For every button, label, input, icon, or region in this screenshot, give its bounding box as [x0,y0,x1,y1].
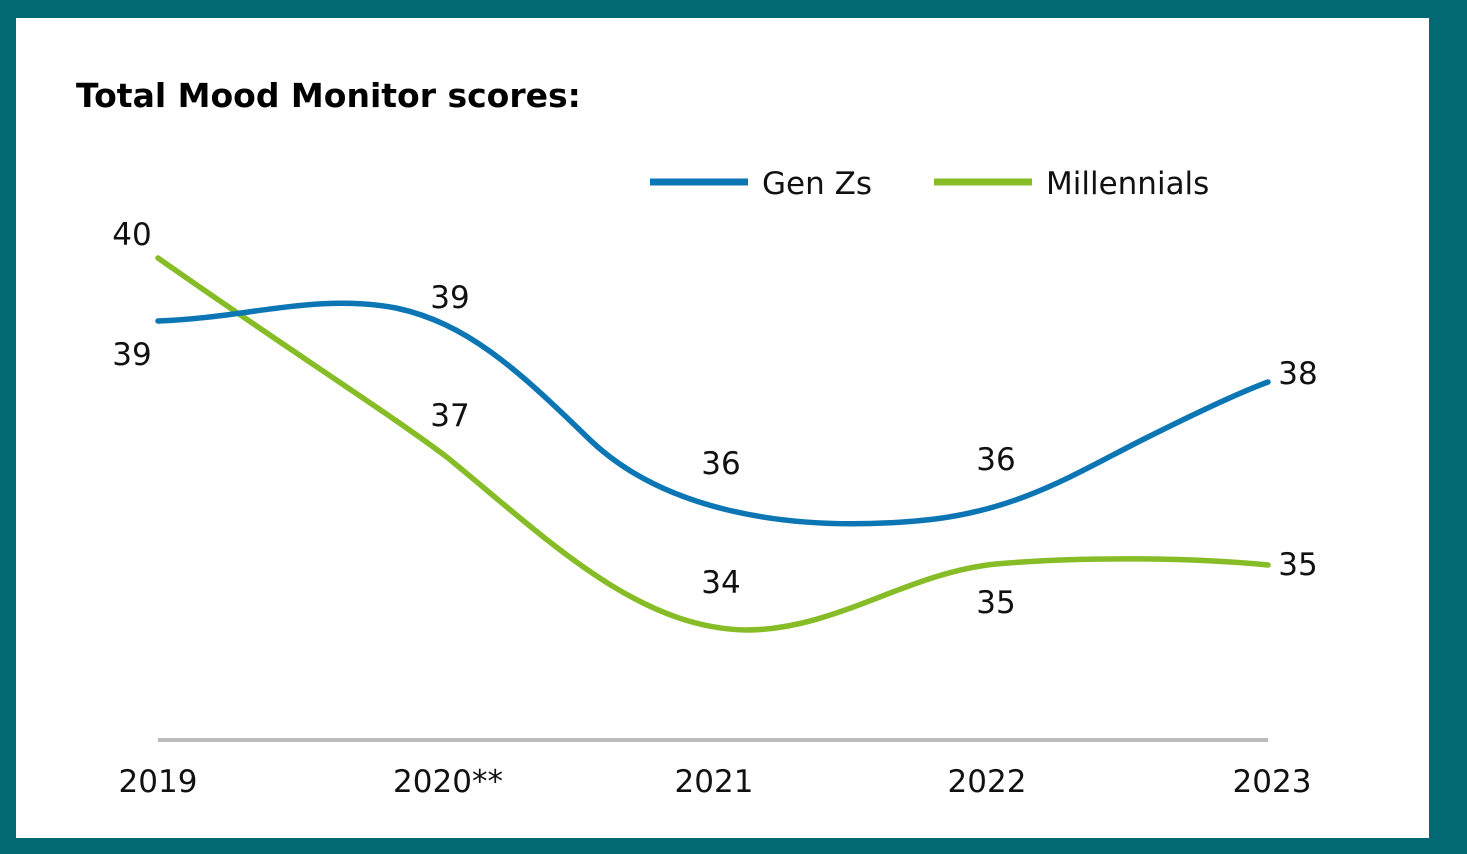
legend-label-millennials: Millennials [1046,166,1209,202]
data-label-millennials: 37 [430,398,469,434]
series-line-gen-zs [155,300,1271,527]
line-chart: Total Mood Monitor scores: Gen Zs Millen… [76,76,1318,800]
data-label-gen-zs: 36 [976,442,1015,478]
chart-title: Total Mood Monitor scores: [76,76,581,115]
legend: Gen Zs Millennials [650,166,1209,202]
data-label-gen-zs: 36 [701,446,740,482]
data-label-gen-zs: 39 [430,280,469,316]
data-label-gen-zs: 38 [1278,356,1317,392]
data-label-millennials: 35 [1278,547,1317,583]
x-tick-label: 2022 [948,764,1027,800]
data-label-millennials: 34 [701,565,740,601]
data-label-millennials: 40 [112,217,151,253]
x-tick-label: 2021 [675,764,754,800]
x-tick-label: 2023 [1233,764,1312,800]
series-line-millennials [155,255,1271,633]
data-label-gen-zs: 39 [112,337,151,373]
x-axis-ticks: 2019 2020** 2021 2022 2023 [119,764,1312,800]
data-label-millennials: 35 [976,585,1015,621]
legend-label-gen-zs: Gen Zs [762,166,872,202]
x-tick-label: 2019 [119,764,198,800]
chart-card: Total Mood Monitor scores: Gen Zs Millen… [16,18,1429,838]
x-tick-label: 2020** [393,764,503,800]
data-labels: 39 39 36 36 38 40 37 34 35 35 [112,217,1317,621]
